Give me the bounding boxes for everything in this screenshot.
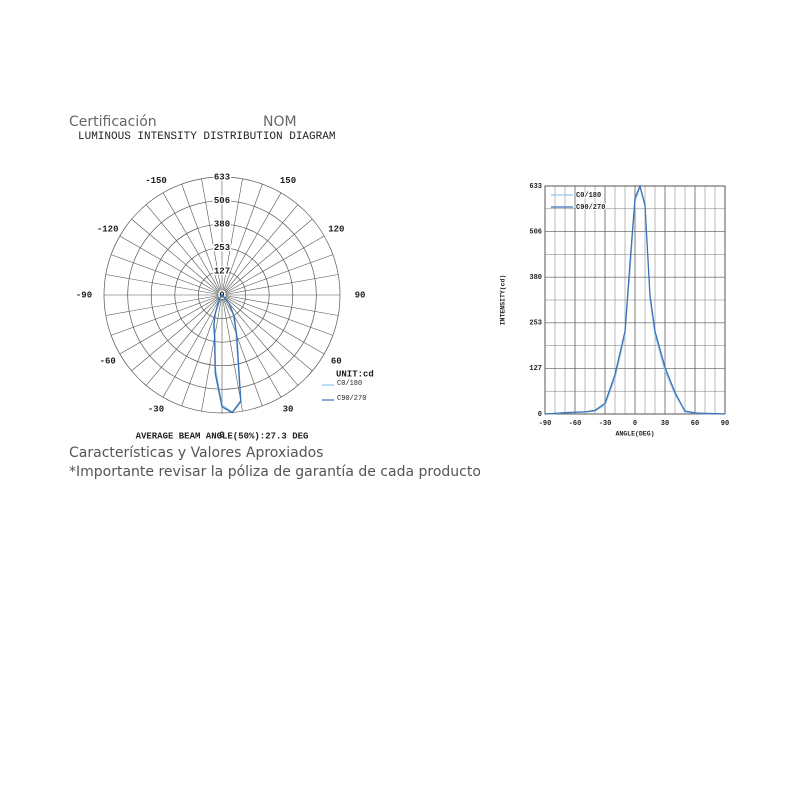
spoke xyxy=(181,184,223,296)
spoke xyxy=(145,294,223,386)
r-tick-label: 253 xyxy=(214,243,230,253)
angle-label: 60 xyxy=(331,356,342,366)
spoke xyxy=(221,294,313,372)
x-tick-label: -90 xyxy=(539,420,552,428)
angle-label: 0 xyxy=(219,430,224,440)
angle-label: 90 xyxy=(355,290,366,300)
cut-text: NOM xyxy=(263,114,297,128)
y-tick-label: 0 xyxy=(538,411,542,419)
spoke xyxy=(111,294,223,336)
spoke xyxy=(201,294,223,412)
spoke xyxy=(119,235,223,296)
ring xyxy=(127,200,317,390)
curve xyxy=(544,184,726,415)
x-tick-label: -60 xyxy=(569,420,582,428)
ring xyxy=(150,223,294,367)
curve xyxy=(213,294,242,414)
x-tick-label: 30 xyxy=(661,420,669,428)
spoke xyxy=(221,294,339,316)
spoke xyxy=(201,178,223,296)
x-axis-label: ANGLE(DEG) xyxy=(615,431,654,438)
spoke xyxy=(111,254,223,296)
r-tick-label: 380 xyxy=(214,220,230,230)
spoke xyxy=(131,218,223,296)
angle-label: 120 xyxy=(328,224,344,234)
ring xyxy=(197,270,247,320)
diagram-title: LUMINOUS INTENSITY DISTRIBUTION DIAGRAM xyxy=(78,131,335,143)
x-tick-label: 0 xyxy=(633,420,637,428)
unit: UNIT:cd xyxy=(336,369,374,379)
spoke xyxy=(221,218,313,296)
note: *Importante revisar la póliza de garantí… xyxy=(69,464,481,480)
angle-label: -120 xyxy=(97,224,119,234)
spoke xyxy=(221,294,325,355)
angle-label: -90 xyxy=(76,290,92,300)
x-tick-label: -30 xyxy=(599,420,612,428)
y-tick-label: 127 xyxy=(529,365,542,373)
angle-label: -150 xyxy=(145,176,167,186)
angle-label: 30 xyxy=(283,405,294,415)
r-tick-label: 506 xyxy=(214,196,230,206)
r-tick-label: 127 xyxy=(214,267,230,277)
spoke xyxy=(221,274,339,296)
footer: AVERAGE BEAM ANGLE(50%):27.3 DEG xyxy=(136,431,309,441)
legend-label: C0/180 xyxy=(337,380,362,388)
spoke xyxy=(119,294,223,355)
spoke xyxy=(221,192,282,296)
angle-label: -60 xyxy=(100,356,116,366)
angle-label: 150 xyxy=(280,176,296,186)
angle-label: -30 xyxy=(148,405,164,415)
cut-text: Certificación xyxy=(69,114,157,128)
legend-label: C90/270 xyxy=(337,395,366,403)
y-tick-label: 506 xyxy=(529,229,542,237)
r-tick-label: 633 xyxy=(214,172,230,182)
spoke xyxy=(221,294,243,412)
spoke xyxy=(221,294,263,406)
x-tick-label: 90 xyxy=(721,420,729,428)
y-tick-label: 253 xyxy=(529,320,542,328)
y-tick-label: 633 xyxy=(529,183,542,191)
spoke xyxy=(105,274,223,296)
y-tick-label: 380 xyxy=(529,274,542,282)
legend-label: C90/270 xyxy=(576,204,605,212)
x-tick-label: 60 xyxy=(691,420,699,428)
note: Características y Valores Aproxiados xyxy=(69,445,324,461)
spoke xyxy=(221,204,299,296)
legend-label: C0/180 xyxy=(576,192,601,200)
spoke xyxy=(221,294,299,386)
y-axis-label: INTENSITY(cd) xyxy=(500,275,507,326)
spoke xyxy=(162,192,223,296)
spoke xyxy=(131,294,223,372)
ring xyxy=(174,247,270,343)
spoke xyxy=(221,235,325,296)
spoke xyxy=(162,294,223,398)
spoke xyxy=(221,178,243,296)
ring xyxy=(103,176,341,414)
spoke xyxy=(145,204,223,296)
spoke xyxy=(221,254,333,296)
spoke xyxy=(221,294,333,336)
spoke xyxy=(105,294,223,316)
spoke xyxy=(221,184,263,296)
